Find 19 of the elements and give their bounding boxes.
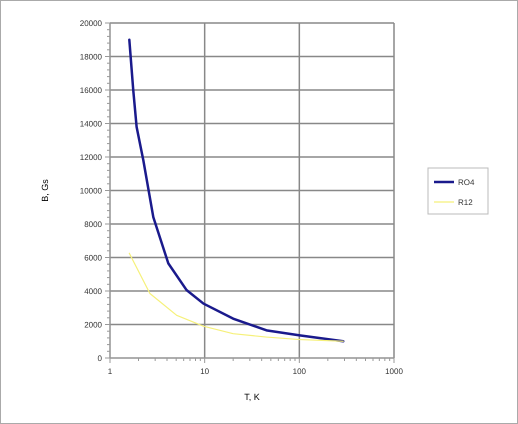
y-tick-label: 16000 (80, 86, 103, 95)
y-tick-label: 0 (98, 354, 103, 363)
y-axis-title: B, Gs (40, 178, 50, 202)
x-axis-title: T, K (244, 392, 260, 402)
y-tick-label: 14000 (80, 119, 103, 128)
legend-label: R12 (458, 198, 474, 207)
y-tick-label: 6000 (84, 253, 103, 262)
x-tick-label: 1000 (385, 367, 404, 376)
x-tick-label: 100 (292, 367, 307, 376)
y-tick-label: 12000 (80, 152, 103, 162)
y-tick-label: 4000 (84, 286, 103, 296)
y-tick-label: 8000 (84, 220, 103, 229)
legend-label: RO4 (458, 178, 475, 187)
x-tick-label: 1 (108, 367, 113, 376)
x-tick-label: 10 (200, 367, 210, 376)
y-tick-label: 10000 (80, 186, 103, 196)
y-tick-label: 2000 (84, 320, 103, 330)
y-tick-label: 20000 (80, 18, 103, 28)
y-tick-label: 18000 (80, 52, 103, 62)
